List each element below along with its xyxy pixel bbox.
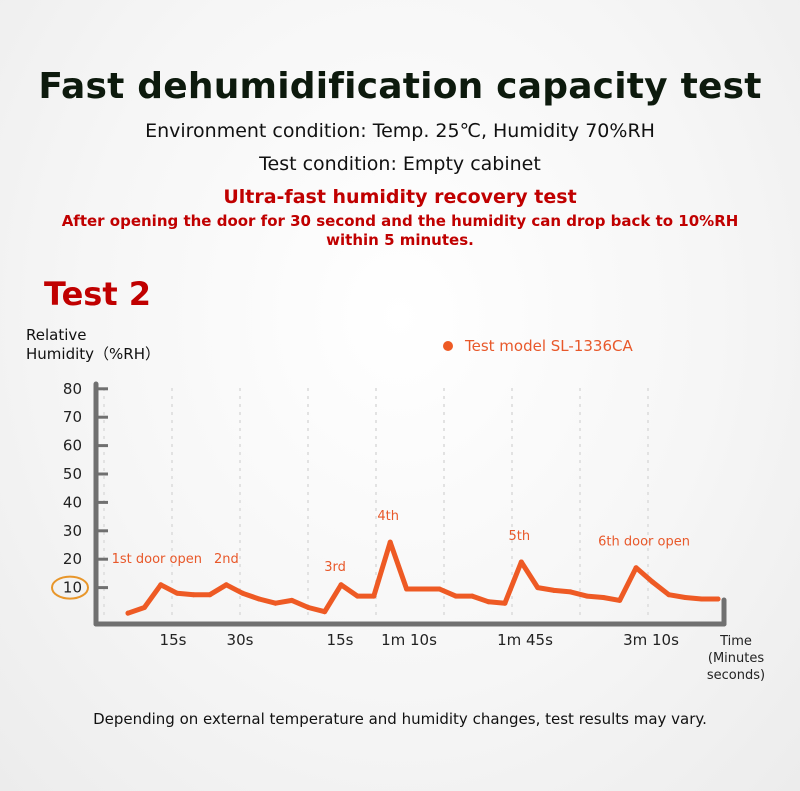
y-tick-label: 50 <box>63 465 82 483</box>
labels-layer: 80 70 60 50 40 30 20 10 15s 30s 15s 1m 10s 1m 45s 3m … <box>51 337 765 683</box>
test-label: Test 2 <box>44 275 152 313</box>
description-line-2: within 5 minutes. <box>326 231 474 249</box>
legend-label: Test model SL-1336CA <box>464 337 633 355</box>
data-point <box>420 586 426 592</box>
data-point <box>174 590 180 596</box>
data-point <box>453 593 459 599</box>
x-tick-label: 30s <box>227 631 254 649</box>
data-point <box>502 600 508 606</box>
highlight-ring <box>51 575 89 600</box>
recovery-test-description: After opening the door for 30 second and… <box>0 212 800 250</box>
y-tick-label: 20 <box>63 550 82 568</box>
data-point <box>486 599 492 605</box>
data-point <box>289 597 295 603</box>
legend-marker <box>443 341 453 351</box>
data-point <box>551 587 557 593</box>
y-tick-label: 60 <box>63 437 82 455</box>
data-point <box>617 597 623 603</box>
annotation-label: 3rd <box>324 560 346 575</box>
data-point <box>633 565 639 571</box>
data-point <box>387 539 393 545</box>
data-point <box>436 586 442 592</box>
data-point <box>273 600 278 606</box>
x-tick-label: 15s <box>160 631 187 649</box>
annotation-label: 4th <box>377 509 399 524</box>
y-axis-label-line-1: Relative <box>26 326 87 344</box>
annotation-label: 1st door open <box>112 552 202 567</box>
recovery-test-subtitle: Ultra-fast humidity recovery test <box>223 186 577 208</box>
data-point <box>158 582 164 588</box>
x-tick-label: 1m 10s <box>381 631 437 649</box>
data-point <box>666 592 672 598</box>
annotation-label: 6th door open <box>598 535 690 550</box>
y-tick-label: 10 <box>63 579 82 597</box>
data-point <box>600 595 606 601</box>
data-point <box>338 582 344 588</box>
data-point <box>649 579 655 585</box>
y-tick-label: 80 <box>63 380 82 398</box>
data-point <box>584 593 590 599</box>
data-point <box>191 592 197 598</box>
environment-condition: Environment condition: Temp. 25℃, Humidi… <box>145 120 655 142</box>
data-point <box>354 593 360 599</box>
data-point <box>305 604 311 610</box>
data-point <box>469 593 475 599</box>
y-tick-label: 40 <box>63 493 82 511</box>
data-point <box>404 586 410 592</box>
annotation-label: 5th <box>509 529 531 544</box>
data-point <box>322 609 328 615</box>
test-condition: Test condition: Empty cabinet <box>259 153 541 175</box>
data-point <box>207 592 213 598</box>
y-tick-label: 30 <box>63 522 82 540</box>
data-point <box>518 559 524 565</box>
description-line-1: After opening the door for 30 second and… <box>61 212 739 230</box>
y-axis-label: Relative Humidity（%RH） <box>26 326 160 364</box>
series-layer <box>125 539 721 616</box>
data-point <box>715 596 721 602</box>
footnote: Depending on external temperature and hu… <box>93 710 707 728</box>
data-point <box>682 595 688 601</box>
data-point <box>371 593 377 599</box>
data-point <box>141 604 147 610</box>
annotation-label: 2nd <box>214 552 239 567</box>
data-point <box>256 596 262 602</box>
axes <box>93 381 727 627</box>
x-axis-title-line: seconds) <box>707 668 765 683</box>
data-point <box>240 590 246 596</box>
x-tick-label: 1m 45s <box>497 631 553 649</box>
data-point <box>535 585 541 591</box>
y-tick-label: 70 <box>63 408 82 426</box>
x-axis-title-line: (Minutes <box>708 651 764 666</box>
y-axis-label-line-2: Humidity（%RH） <box>26 345 160 363</box>
x-tick-label: 3m 10s <box>623 631 679 649</box>
x-axis-title-line: Time <box>719 634 752 649</box>
data-point <box>699 596 705 602</box>
data-point <box>223 582 229 588</box>
data-point <box>568 589 573 595</box>
data-point <box>125 610 131 616</box>
page-title: Fast dehumidification capacity test <box>38 66 762 107</box>
x-tick-label: 15s <box>327 631 354 649</box>
